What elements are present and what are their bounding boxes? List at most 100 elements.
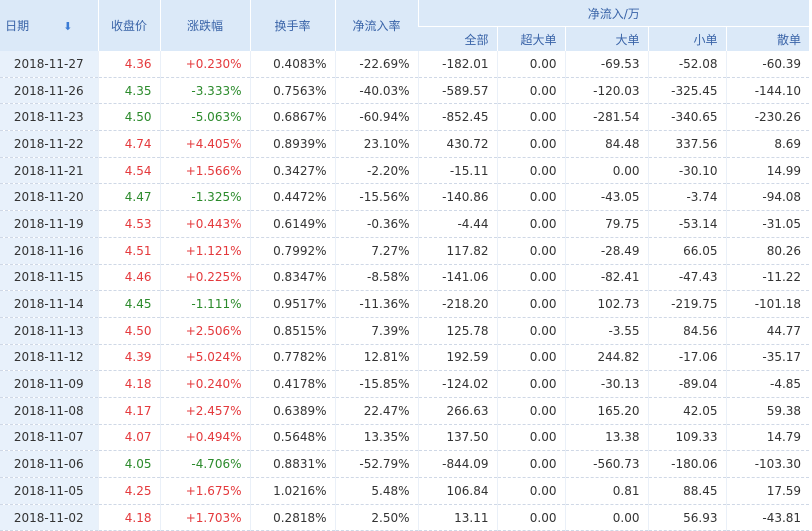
net-super-large-cell: 0.00 bbox=[496, 424, 565, 452]
net-super-large-cell: 0.00 bbox=[496, 290, 565, 318]
net-retail-cell: -101.18 bbox=[725, 290, 810, 318]
net-all-cell: -182.01 bbox=[417, 51, 497, 78]
date-cell: 2018-11-15 bbox=[0, 264, 98, 292]
turnover-cell: 0.8347% bbox=[249, 264, 335, 292]
close-cell: 4.18 bbox=[97, 504, 160, 531]
table-row: 2018-11-02 4.18 +1.703% 0.2818% 2.50% 13.11 0.… bbox=[0, 504, 810, 531]
net-small-cell: -180.06 bbox=[647, 450, 726, 478]
close-cell: 4.05 bbox=[97, 450, 160, 478]
net-all-cell: 137.50 bbox=[417, 424, 497, 452]
net-small-cell: -3.74 bbox=[647, 183, 726, 212]
col-turnover-header[interactable]: 换手率 bbox=[249, 0, 335, 51]
col-date-header[interactable]: 日期 ⬇ bbox=[0, 0, 98, 51]
col-change-header[interactable]: 涨跌幅 bbox=[159, 0, 250, 51]
table-row: 2018-11-06 4.05 -4.706% 0.8831% -52.79% -844.… bbox=[0, 450, 810, 478]
table-row: 2018-11-21 4.54 +1.566% 0.3427% -2.20% -15.11… bbox=[0, 157, 810, 185]
date-cell: 2018-11-14 bbox=[0, 290, 98, 318]
table-row: 2018-11-07 4.07 +0.494% 0.5648% 13.35% 137.50… bbox=[0, 424, 810, 452]
date-cell: 2018-11-16 bbox=[0, 237, 98, 265]
sort-desc-icon[interactable]: ⬇ bbox=[63, 20, 73, 33]
subheader-row: 全部 超大单 大单 小单 散单 bbox=[0, 26, 810, 51]
close-cell: 4.07 bbox=[97, 424, 160, 452]
date-cell: 2018-11-13 bbox=[0, 317, 98, 345]
turnover-cell: 0.4472% bbox=[249, 183, 335, 212]
table-row: 2018-11-15 4.46 +0.225% 0.8347% -8.58% -141.0… bbox=[0, 264, 810, 292]
net-super-large-cell: 0.00 bbox=[496, 183, 565, 212]
table-row: 2018-11-23 4.50 -5.063% 0.6867% -60.94% -852.… bbox=[0, 103, 810, 132]
turnover-cell: 0.6149% bbox=[249, 210, 335, 238]
col-retail-header[interactable]: 散单 bbox=[725, 26, 810, 51]
net-small-cell: 56.93 bbox=[647, 504, 726, 531]
date-cell: 2018-11-05 bbox=[0, 477, 98, 505]
close-cell: 4.51 bbox=[97, 237, 160, 265]
close-cell: 4.39 bbox=[97, 344, 160, 372]
col-super-large-header[interactable]: 超大单 bbox=[496, 26, 565, 51]
turnover-cell: 0.5648% bbox=[249, 424, 335, 452]
close-cell: 4.18 bbox=[97, 370, 160, 398]
net-retail-cell: 14.99 bbox=[725, 157, 810, 185]
change-cell: +4.405% bbox=[159, 130, 250, 158]
net-retail-cell: 44.77 bbox=[725, 317, 810, 345]
table-body: 2018-11-27 4.36 +0.230% 0.4083% -22.69% -182.… bbox=[0, 51, 810, 531]
table-row: 2018-11-08 4.17 +2.457% 0.6389% 22.47% 266.63… bbox=[0, 397, 810, 425]
date-cell: 2018-11-06 bbox=[0, 450, 98, 478]
net-large-cell: -120.03 bbox=[564, 77, 648, 105]
close-cell: 4.50 bbox=[97, 317, 160, 345]
net-retail-cell: 80.26 bbox=[725, 237, 810, 265]
net-super-large-cell: 0.00 bbox=[496, 237, 565, 265]
net-small-cell: -52.08 bbox=[647, 51, 726, 78]
net-retail-cell: 59.38 bbox=[725, 397, 810, 425]
close-cell: 4.35 bbox=[97, 77, 160, 105]
net-rate-cell: 5.48% bbox=[334, 477, 418, 505]
close-cell: 4.50 bbox=[97, 103, 160, 132]
net-rate-cell: -52.79% bbox=[334, 450, 418, 478]
net-rate-cell: 7.27% bbox=[334, 237, 418, 265]
change-cell: +5.024% bbox=[159, 344, 250, 372]
net-large-cell: 13.38 bbox=[564, 424, 648, 452]
net-retail-cell: -31.05 bbox=[725, 210, 810, 238]
net-large-cell: -560.73 bbox=[564, 450, 648, 478]
table-row: 2018-11-26 4.35 -3.333% 0.7563% -40.03% -589.… bbox=[0, 77, 810, 105]
col-net-rate-header[interactable]: 净流入率 bbox=[334, 0, 418, 51]
date-cell: 2018-11-22 bbox=[0, 130, 98, 158]
turnover-cell: 0.4178% bbox=[249, 370, 335, 398]
col-large-header[interactable]: 大单 bbox=[564, 26, 648, 51]
turnover-cell: 1.0216% bbox=[249, 477, 335, 505]
col-small-header[interactable]: 小单 bbox=[647, 26, 726, 51]
change-cell: +0.230% bbox=[159, 51, 250, 78]
net-large-cell: 84.48 bbox=[564, 130, 648, 158]
net-rate-cell: 13.35% bbox=[334, 424, 418, 452]
date-cell: 2018-11-20 bbox=[0, 183, 98, 212]
net-rate-cell: -15.85% bbox=[334, 370, 418, 398]
turnover-cell: 0.4083% bbox=[249, 51, 335, 78]
net-all-cell: 192.59 bbox=[417, 344, 497, 372]
net-retail-cell: -230.26 bbox=[725, 103, 810, 132]
net-all-cell: -15.11 bbox=[417, 157, 497, 185]
net-all-cell: -4.44 bbox=[417, 210, 497, 238]
col-close-header[interactable]: 收盘价 bbox=[97, 0, 160, 51]
net-retail-cell: 17.59 bbox=[725, 477, 810, 505]
net-small-cell: -53.14 bbox=[647, 210, 726, 238]
net-all-cell: 117.82 bbox=[417, 237, 497, 265]
net-rate-cell: -0.36% bbox=[334, 210, 418, 238]
net-rate-cell: 7.39% bbox=[334, 317, 418, 345]
net-super-large-cell: 0.00 bbox=[496, 450, 565, 478]
col-all-header[interactable]: 全部 bbox=[418, 26, 497, 51]
net-rate-cell: -15.56% bbox=[334, 183, 418, 212]
change-cell: -5.063% bbox=[159, 103, 250, 132]
net-all-cell: -844.09 bbox=[417, 450, 497, 478]
table-row: 2018-11-13 4.50 +2.506% 0.8515% 7.39% 125.78 0… bbox=[0, 317, 810, 345]
turnover-cell: 0.6867% bbox=[249, 103, 335, 132]
change-cell: -3.333% bbox=[159, 77, 250, 105]
change-cell: +0.225% bbox=[159, 264, 250, 292]
net-small-cell: -325.45 bbox=[647, 77, 726, 105]
net-rate-cell: 23.10% bbox=[334, 130, 418, 158]
net-rate-cell: -8.58% bbox=[334, 264, 418, 292]
net-super-large-cell: 0.00 bbox=[496, 504, 565, 531]
net-large-cell: -82.41 bbox=[564, 264, 648, 292]
net-large-cell: -28.49 bbox=[564, 237, 648, 265]
change-cell: -4.706% bbox=[159, 450, 250, 478]
turnover-cell: 0.2818% bbox=[249, 504, 335, 531]
net-super-large-cell: 0.00 bbox=[496, 103, 565, 132]
close-cell: 4.45 bbox=[97, 290, 160, 318]
